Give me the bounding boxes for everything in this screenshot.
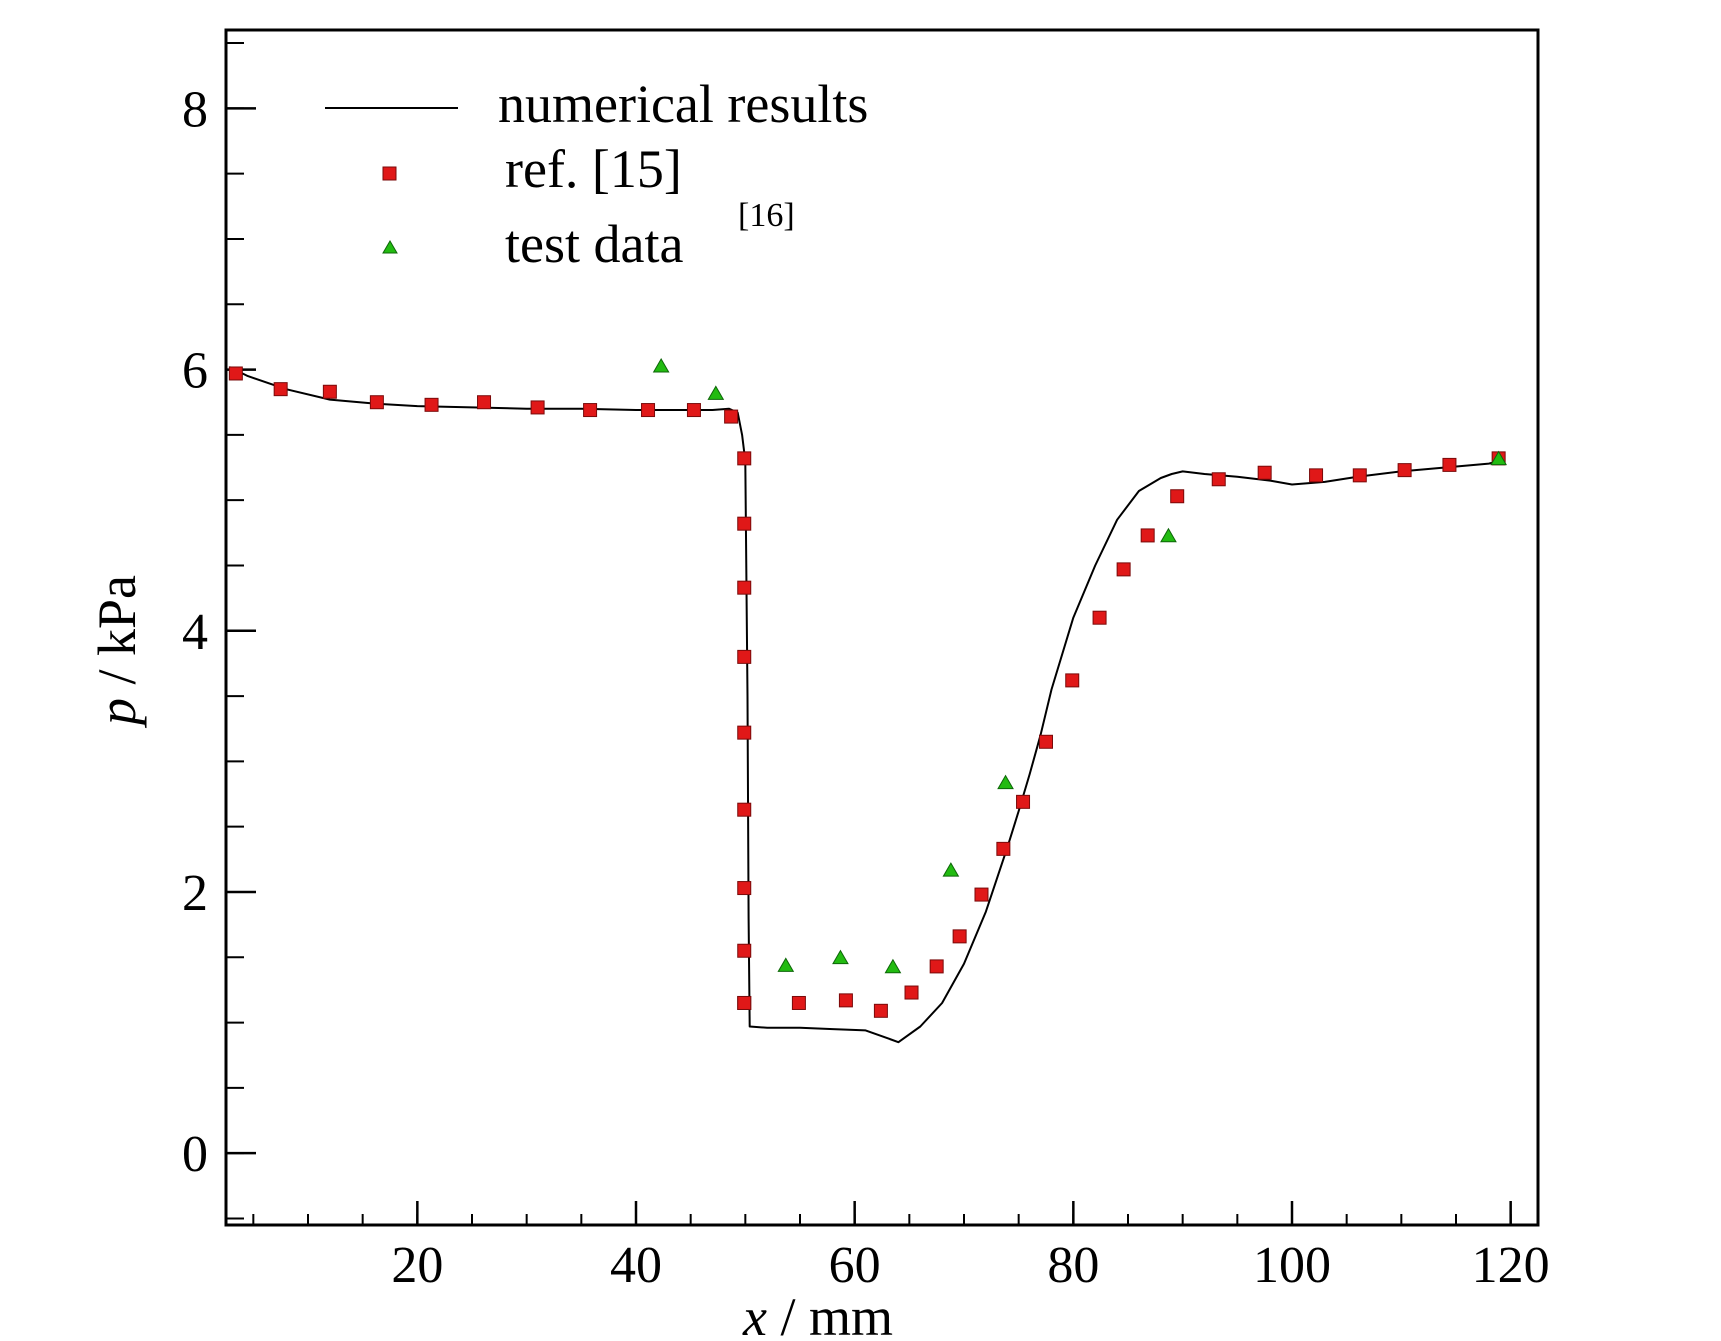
ref-15-point <box>1116 562 1131 577</box>
tick-labels: 20 40 60 80 100 120 0 2 4 6 8 <box>182 81 1550 1294</box>
legend-label-test-data: test data <box>505 214 683 274</box>
ref-15-point <box>873 1003 888 1018</box>
y-tick-label: 0 <box>182 1126 208 1183</box>
y-tick-label: 8 <box>182 81 208 138</box>
ref-15-point <box>974 887 989 902</box>
ref-15-point <box>724 409 739 424</box>
plot-border <box>224 28 1540 1227</box>
ref-15-point <box>996 841 1011 856</box>
ref-15-point <box>737 649 752 664</box>
ref-15-point <box>1442 457 1457 472</box>
x-tick-label: 100 <box>1253 1237 1331 1294</box>
x-tick-label: 60 <box>829 1237 881 1294</box>
test-data-point <box>1490 450 1508 466</box>
test-data-point <box>942 862 960 877</box>
legend-label-test-data-superscript: [16] <box>738 197 795 234</box>
marker-layer <box>228 357 1508 1018</box>
legend: numerical results ref. [15] test data [1… <box>325 74 868 274</box>
numerical-results-line <box>228 366 1500 1044</box>
ref-15-point <box>1257 465 1272 480</box>
test-data-point <box>884 958 902 974</box>
plot-frame <box>224 28 1540 1227</box>
ref-15-point <box>1211 472 1226 487</box>
ref-15-point <box>369 395 384 410</box>
x-tick-label: 20 <box>391 1237 443 1294</box>
axis-ticks <box>226 42 1512 1225</box>
test-data-point <box>997 774 1014 790</box>
legend-triangle-marker <box>382 240 398 254</box>
ref-15-point <box>737 516 752 531</box>
ref-15-point <box>904 985 919 1000</box>
ref-15-point <box>737 802 752 817</box>
test-data-point <box>1160 527 1177 543</box>
ref-15-point <box>273 382 288 397</box>
x-tick-label: 120 <box>1472 1237 1550 1294</box>
ref-15-point <box>737 725 752 740</box>
ref-15-point <box>929 959 944 974</box>
ref-15-point <box>1065 673 1080 688</box>
ref-15-point <box>1397 463 1412 478</box>
ref-15-point <box>1140 528 1155 543</box>
ref-15-point <box>737 881 752 896</box>
test-data-point <box>777 957 795 972</box>
legend-label-ref-15: ref. [15] <box>505 139 682 199</box>
ref-15-point <box>1039 734 1053 749</box>
test-data-point <box>707 385 725 400</box>
ref-15-point <box>1170 489 1185 504</box>
numerical-results-line-layer <box>228 366 1500 1044</box>
ref-15-point <box>641 403 656 418</box>
ref-15-point <box>952 929 967 944</box>
ref-15-point <box>477 395 492 410</box>
legend-square-marker <box>382 166 397 181</box>
test-data-point <box>832 949 849 965</box>
ref-15-point <box>530 400 545 415</box>
ref-15-point <box>791 995 806 1010</box>
ref-15-point <box>1309 468 1324 483</box>
ref-15-point <box>686 403 701 418</box>
ref-15-point <box>322 384 337 399</box>
ref-15-point <box>838 993 853 1008</box>
y-tick-label: 2 <box>182 865 208 922</box>
x-axis-title: x / mm <box>742 1287 893 1341</box>
ref-15-point <box>228 366 243 381</box>
ref-15-point <box>737 580 752 595</box>
y-tick-label: 6 <box>182 343 208 400</box>
ref-15-point <box>737 451 752 466</box>
x-tick-label: 40 <box>610 1237 662 1294</box>
y-axis-title: p / kPa <box>87 575 147 729</box>
legend-label-numerical-results: numerical results <box>498 74 868 134</box>
ref-15-point <box>1092 610 1107 625</box>
test-data-point <box>652 357 670 373</box>
y-tick-label: 4 <box>182 604 208 661</box>
ref-15-point <box>737 943 752 958</box>
ref-15-point <box>1016 794 1031 809</box>
ref-15-point <box>583 403 598 418</box>
ref-15-point <box>737 995 752 1010</box>
ref-15-point <box>424 397 439 412</box>
x-tick-label: 80 <box>1047 1237 1099 1294</box>
ref-15-point <box>1352 468 1367 483</box>
